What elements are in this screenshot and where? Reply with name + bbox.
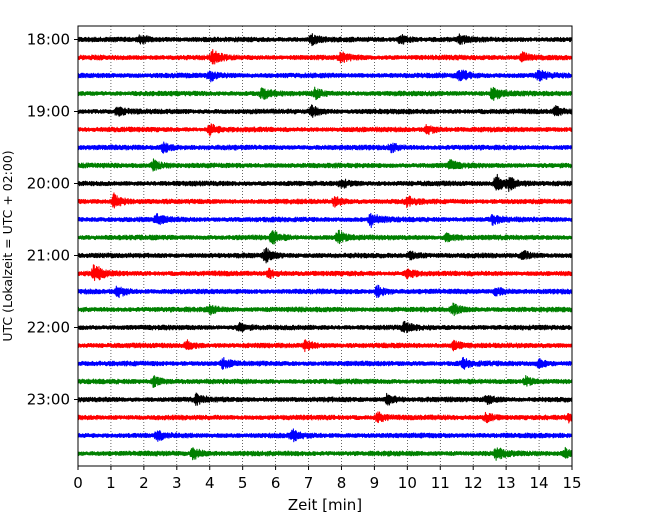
y-axis-ticks: 18:00 19:00 20:00 21:00 22:00 23:00 <box>27 31 78 409</box>
trace-row-18 <box>77 356 573 370</box>
trace-row-21 <box>77 411 573 424</box>
trace-row-5 <box>77 123 573 137</box>
x-tick-label: 2 <box>139 474 149 492</box>
trace-row-2 <box>77 69 573 83</box>
trace-row-11 <box>77 229 573 245</box>
x-tick-label: 6 <box>271 474 281 492</box>
x-tick-label: 12 <box>464 474 483 492</box>
y-tick-label: 18:00 <box>27 31 70 49</box>
x-tick-label: 14 <box>530 474 549 492</box>
x-tick-label: 13 <box>497 474 516 492</box>
trace-row-7 <box>77 158 573 172</box>
y-tick-label: 23:00 <box>27 391 70 409</box>
x-tick-label: 0 <box>73 474 83 492</box>
trace-row-16 <box>77 320 573 334</box>
trace-row-12 <box>77 247 573 264</box>
x-tick-label: 11 <box>431 474 450 492</box>
x-axis-ticks: 0 1 2 3 4 5 6 7 8 9 10 11 12 13 14 15 <box>73 466 582 492</box>
x-tick-label: 15 <box>562 474 581 492</box>
trace-row-13 <box>77 264 573 282</box>
x-tick-label: 3 <box>172 474 182 492</box>
x-tick-label: 4 <box>205 474 215 492</box>
trace-row-4 <box>77 104 573 118</box>
trace-row-1 <box>77 49 573 65</box>
trace-row-19 <box>77 375 573 388</box>
trace-row-14 <box>77 284 573 299</box>
trace-row-6 <box>77 141 573 154</box>
x-tick-label: 10 <box>398 474 417 492</box>
y-tick-label: 20:00 <box>27 175 70 193</box>
plot-frame <box>77 25 573 467</box>
trace-row-8 <box>77 173 573 193</box>
x-tick-label: 9 <box>370 474 380 492</box>
trace-row-15 <box>77 302 573 317</box>
x-tick-label: 1 <box>106 474 116 492</box>
trace-row-20 <box>77 392 573 406</box>
trace-row-23 <box>77 446 573 461</box>
seismogram-traces <box>77 33 573 461</box>
grid-lines <box>110 26 540 466</box>
trace-row-0 <box>77 33 573 47</box>
x-tick-label: 8 <box>337 474 347 492</box>
trace-row-10 <box>77 212 573 229</box>
x-axis-label: Zeit [min] <box>288 496 362 514</box>
x-tick-label: 5 <box>238 474 248 492</box>
x-tick-label: 7 <box>304 474 314 492</box>
trace-row-22 <box>77 428 573 443</box>
y-tick-label: 19:00 <box>27 103 70 121</box>
y-tick-label: 22:00 <box>27 319 70 337</box>
trace-row-3 <box>77 86 573 101</box>
y-tick-label: 21:00 <box>27 247 70 265</box>
y-axis-label: UTC (Lokalzeit = UTC + 02:00) <box>0 150 15 341</box>
trace-row-17 <box>77 339 573 353</box>
trace-row-9 <box>77 192 573 209</box>
